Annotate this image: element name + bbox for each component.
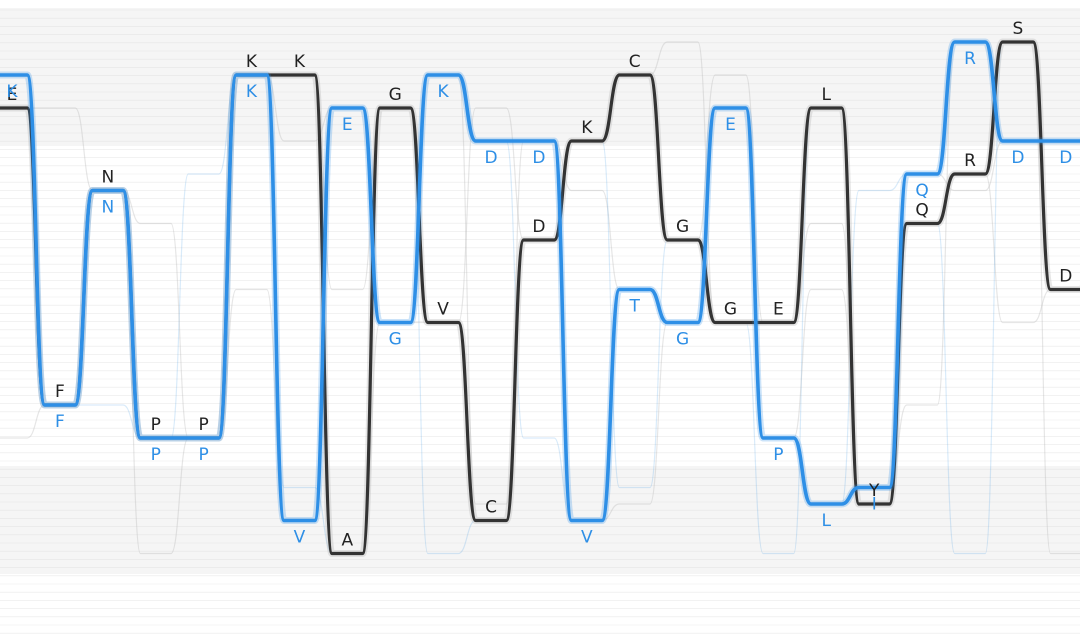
blue-label: D — [1011, 148, 1024, 168]
dark-label: E — [7, 85, 18, 105]
blue-label: V — [294, 528, 306, 548]
dark-label: F — [55, 382, 65, 402]
lower-band — [0, 466, 1080, 574]
dark-label: E — [773, 300, 784, 320]
dark-label: A — [341, 531, 353, 551]
ghost-path — [0, 41, 1080, 522]
blue-label: V — [581, 528, 593, 548]
blue-label: E — [342, 115, 353, 135]
blue-label: D — [484, 148, 497, 168]
dark-label: R — [964, 151, 976, 171]
blue-label: P — [773, 445, 783, 465]
blue-label: K — [246, 82, 258, 102]
blue-label: K — [6, 82, 18, 102]
highlighted-paths — [0, 38, 1080, 557]
dark-label: P — [151, 415, 161, 435]
blue-label: G — [389, 330, 402, 350]
blue-label: T — [629, 297, 641, 317]
blue-label: K — [438, 82, 450, 102]
blue-label: I — [872, 495, 877, 515]
dark-label: L — [822, 85, 832, 105]
blue-label: R — [964, 49, 976, 69]
dark-label: N — [101, 168, 114, 188]
blue-label: E — [725, 115, 736, 135]
dark-label: V — [437, 300, 449, 320]
dark-label: P — [198, 415, 208, 435]
blue-label: F — [55, 412, 65, 432]
blue-path — [0, 40, 1080, 523]
blue-label: G — [676, 330, 689, 350]
dark-label: K — [246, 52, 258, 72]
dark-label: G — [676, 217, 689, 237]
upper-band — [0, 8, 1080, 146]
dark-label: K — [581, 118, 593, 138]
blue-label: Q — [915, 181, 928, 201]
dark-label: D — [1059, 267, 1072, 287]
dark-label: Y — [868, 481, 880, 501]
blue-label: P — [198, 445, 208, 465]
dark-label: S — [1013, 19, 1024, 39]
blue-label: P — [151, 445, 161, 465]
blue-label: D — [532, 148, 545, 168]
dark-label: D — [532, 217, 545, 237]
dark-label: Q — [915, 201, 928, 221]
blue-label: N — [101, 198, 114, 218]
dark-label: G — [724, 300, 737, 320]
dark-label: C — [629, 52, 641, 72]
dark-label: G — [389, 85, 402, 105]
blue-label: D — [1059, 148, 1072, 168]
blue-label: L — [822, 511, 832, 531]
dark-label: C — [485, 498, 497, 518]
dark-label: K — [294, 52, 306, 72]
